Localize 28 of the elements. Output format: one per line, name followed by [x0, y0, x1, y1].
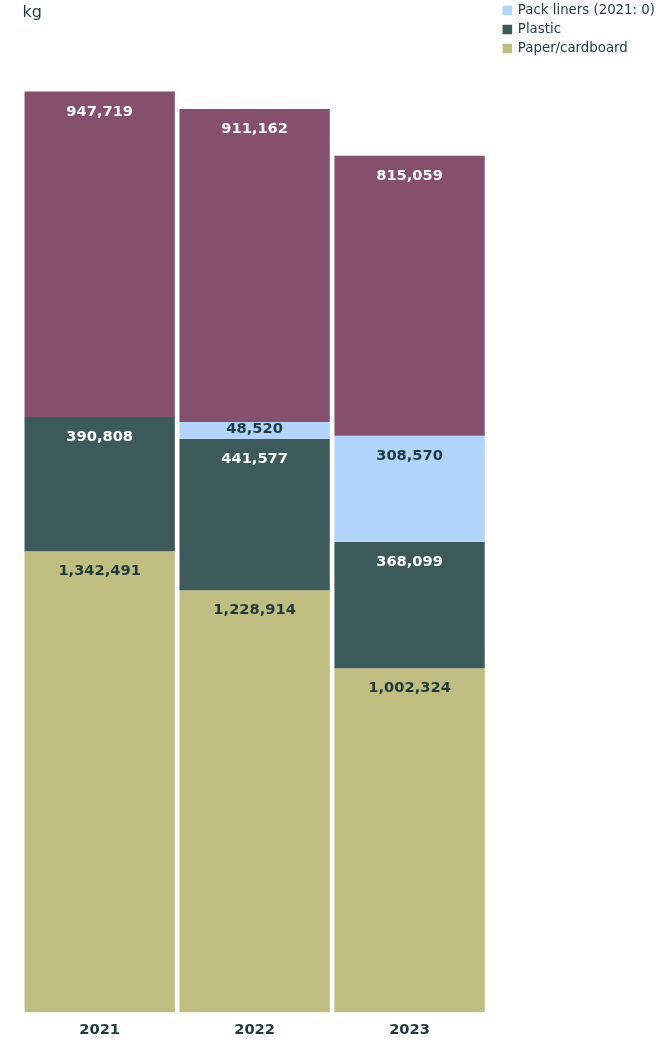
data-label: 368,099 — [376, 551, 443, 569]
bar — [179, 108, 330, 422]
bar — [24, 551, 175, 1013]
legend-label: Pack liners (2021: 0) — [517, 2, 655, 17]
legend-label: Paper/cardboard — [517, 40, 628, 55]
bar — [179, 590, 330, 1013]
bar — [24, 91, 175, 418]
legend-label: Plastic — [517, 21, 561, 36]
data-label: 48,520 — [226, 418, 283, 436]
data-label: 441,577 — [221, 448, 289, 466]
bar — [179, 438, 330, 591]
data-label: 815,059 — [376, 165, 443, 183]
x-tick-label: 2022 — [234, 1019, 276, 1037]
x-tick-label: 2021 — [79, 1019, 121, 1037]
y-axis-title: kg — [22, 1, 42, 21]
data-label: 947,719 — [66, 101, 134, 119]
data-label: 911,162 — [221, 118, 289, 136]
data-label: 390,808 — [66, 427, 134, 445]
bar — [334, 155, 485, 436]
data-label: 1,002,324 — [368, 678, 451, 696]
x-tick-label: 2023 — [389, 1019, 430, 1037]
bar — [334, 435, 485, 542]
bar — [24, 417, 175, 552]
data-label: 308,570 — [376, 445, 443, 463]
data-label: 1,342,491 — [58, 561, 141, 579]
bar — [334, 541, 485, 669]
bar — [334, 668, 485, 1013]
data-label: 1,228,914 — [213, 600, 296, 618]
